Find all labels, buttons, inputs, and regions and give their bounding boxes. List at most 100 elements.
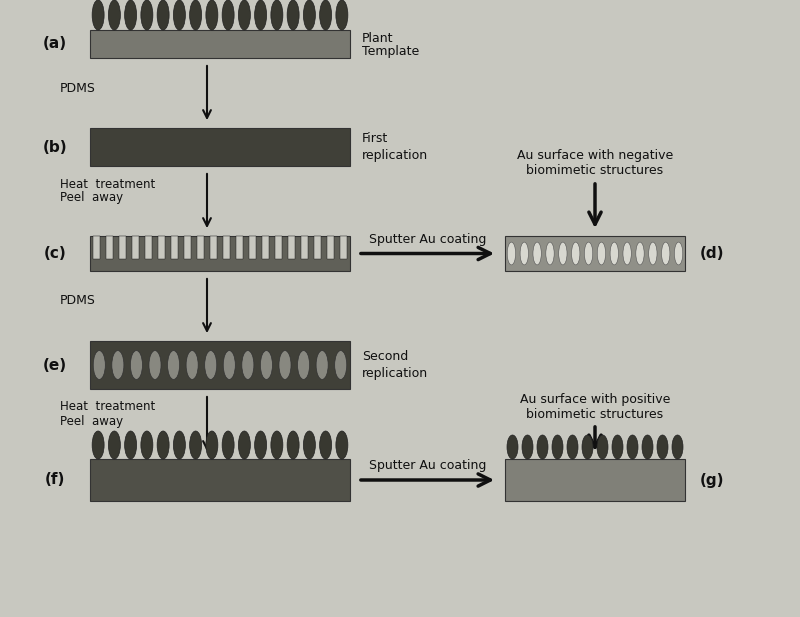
Ellipse shape [167,350,180,379]
Ellipse shape [190,431,202,459]
Bar [301,236,308,259]
Text: (f): (f) [45,473,65,487]
Bar [90,459,350,501]
Ellipse shape [287,0,299,30]
Ellipse shape [260,350,273,379]
Ellipse shape [316,350,328,379]
Text: Heat  treatment: Heat treatment [60,178,155,191]
Ellipse shape [610,242,618,265]
Ellipse shape [558,242,567,265]
Ellipse shape [520,242,529,265]
Ellipse shape [174,0,186,30]
Ellipse shape [112,350,124,379]
Ellipse shape [303,0,315,30]
Ellipse shape [206,0,218,30]
Text: biomimetic structures: biomimetic structures [526,407,663,421]
Ellipse shape [125,431,137,459]
Ellipse shape [108,0,120,30]
Bar [184,236,191,259]
Ellipse shape [174,431,186,459]
Ellipse shape [222,0,234,30]
Ellipse shape [186,350,198,379]
Ellipse shape [320,431,332,459]
Bar [90,236,350,271]
Ellipse shape [238,431,250,459]
Ellipse shape [612,435,623,459]
Text: Sputter Au coating: Sputter Au coating [369,460,486,473]
Ellipse shape [584,242,593,265]
Ellipse shape [642,435,653,459]
Bar [223,236,230,259]
Ellipse shape [287,431,299,459]
Bar [236,236,243,259]
Ellipse shape [303,431,315,459]
Text: biomimetic structures: biomimetic structures [526,165,663,178]
Text: Au surface with negative: Au surface with negative [517,149,673,162]
Bar [262,236,269,259]
Bar [314,236,321,259]
Bar [106,236,113,259]
Ellipse shape [582,435,593,459]
Ellipse shape [674,242,682,265]
Bar [505,236,685,271]
Ellipse shape [149,350,161,379]
Ellipse shape [271,431,283,459]
Bar [210,236,217,259]
Bar [132,236,139,259]
Ellipse shape [130,350,142,379]
Ellipse shape [141,431,153,459]
Text: (c): (c) [44,246,66,261]
Ellipse shape [672,435,683,459]
Bar [275,236,282,259]
Ellipse shape [627,435,638,459]
Ellipse shape [205,350,217,379]
Ellipse shape [571,242,580,265]
Text: Template: Template [362,46,419,59]
Text: (d): (d) [700,246,725,261]
Bar [90,128,350,166]
Ellipse shape [537,435,548,459]
Text: (g): (g) [700,473,725,487]
Ellipse shape [649,242,657,265]
Ellipse shape [279,350,291,379]
Bar [158,236,165,259]
Ellipse shape [125,0,137,30]
Ellipse shape [623,242,631,265]
Bar [93,236,100,259]
Ellipse shape [662,242,670,265]
Ellipse shape [522,435,533,459]
Bar [90,30,350,58]
Bar [505,459,685,501]
Text: (a): (a) [43,36,67,51]
Ellipse shape [567,435,578,459]
Text: PDMS: PDMS [60,294,96,307]
Text: (e): (e) [43,357,67,373]
Text: replication: replication [362,149,428,162]
Ellipse shape [298,350,310,379]
Ellipse shape [254,431,266,459]
Bar [171,236,178,259]
Text: Plant: Plant [362,31,394,44]
Ellipse shape [320,0,332,30]
Ellipse shape [507,242,516,265]
Ellipse shape [242,350,254,379]
Ellipse shape [222,431,234,459]
Ellipse shape [92,431,104,459]
Ellipse shape [336,0,348,30]
Text: Sputter Au coating: Sputter Au coating [369,233,486,246]
Ellipse shape [141,0,153,30]
Text: Peel  away: Peel away [60,415,123,428]
Ellipse shape [336,431,348,459]
Ellipse shape [546,242,554,265]
Bar [249,236,256,259]
Text: Second: Second [362,350,408,363]
Ellipse shape [334,350,346,379]
Ellipse shape [598,242,606,265]
Ellipse shape [552,435,563,459]
Text: Au surface with positive: Au surface with positive [520,392,670,405]
Ellipse shape [206,431,218,459]
Ellipse shape [157,431,169,459]
Bar [288,236,295,259]
Ellipse shape [597,435,608,459]
Ellipse shape [94,350,106,379]
